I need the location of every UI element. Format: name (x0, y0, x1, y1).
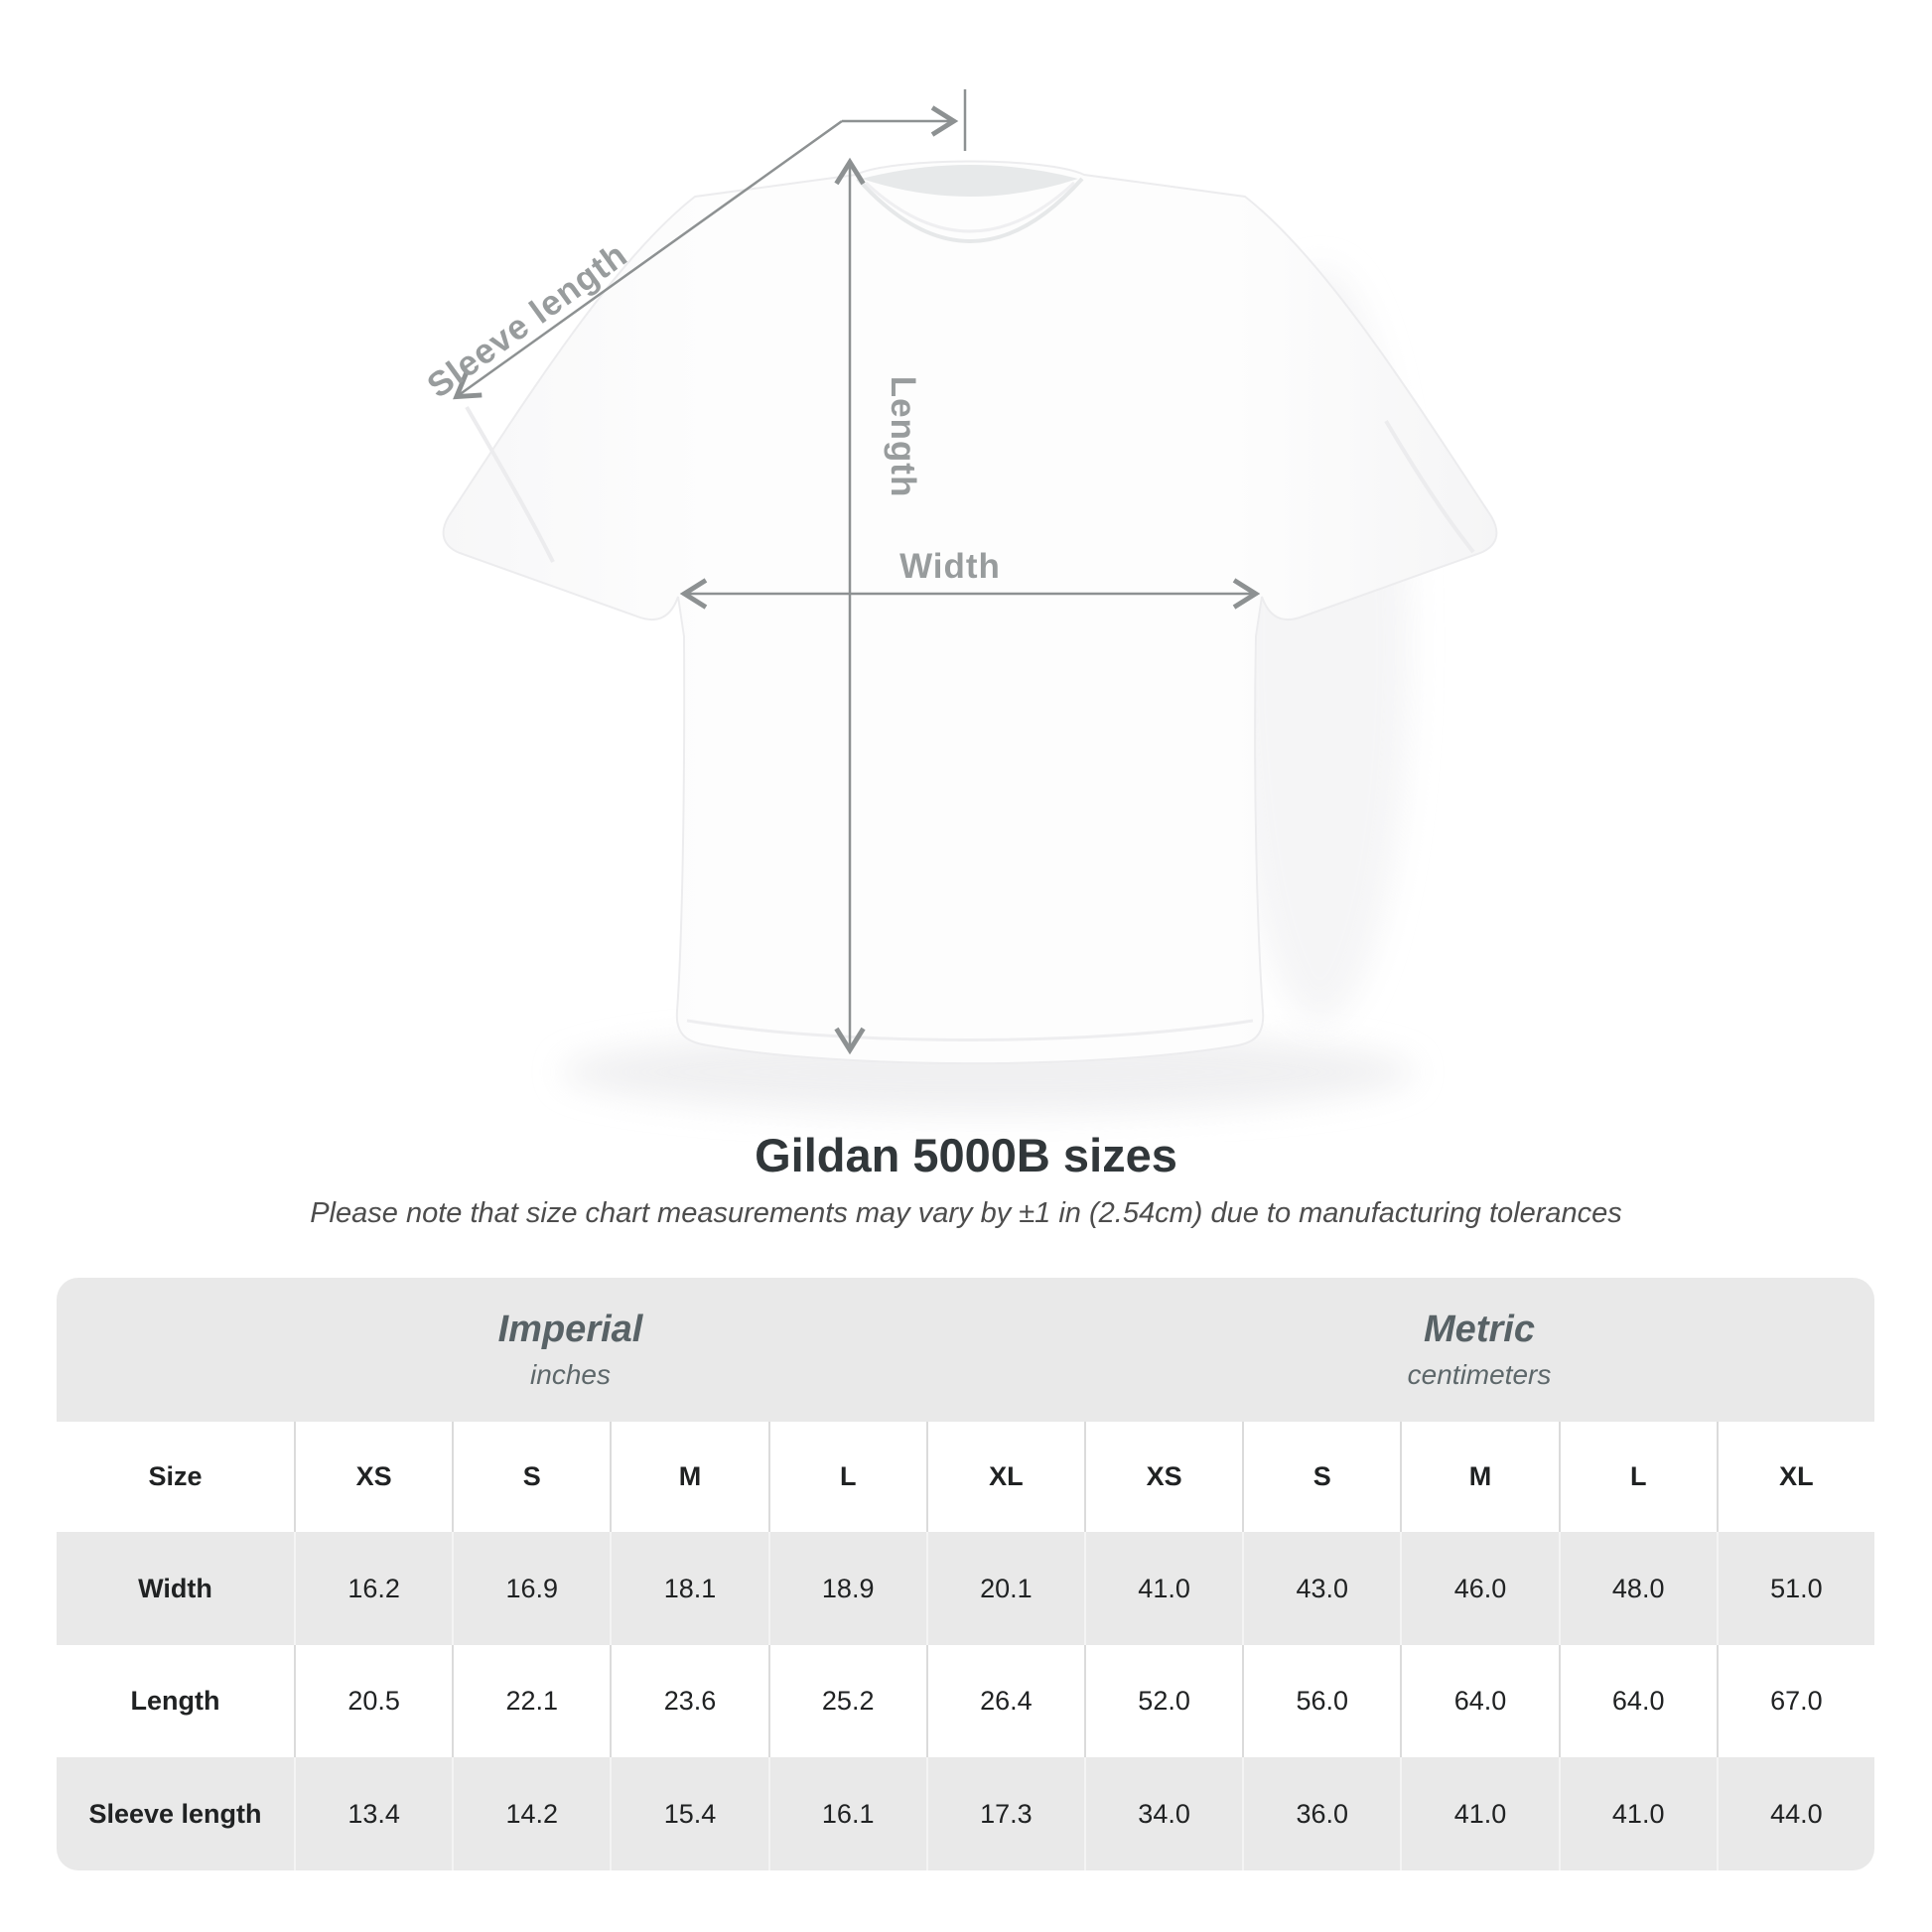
imperial-title: Imperial (497, 1309, 643, 1350)
col-metric-s: S (1242, 1422, 1400, 1532)
row-label: Length (130, 1686, 220, 1716)
collar-ribbing (856, 177, 1084, 243)
value-cell: 13.4 (294, 1757, 452, 1870)
value-cell: 18.9 (767, 1532, 926, 1645)
value-cell: 51.0 (1716, 1532, 1874, 1645)
col-metric-xs: XS (1083, 1422, 1242, 1532)
value-cell: 43.0 (1242, 1532, 1400, 1645)
unit-header-metric: Metric centimeters (1084, 1278, 1874, 1422)
page-title: Gildan 5000B sizes (755, 1129, 1177, 1181)
value-cell: 22.1 (452, 1645, 610, 1757)
tshirt-body (442, 160, 1498, 1065)
row-label: Sleeve length (88, 1798, 262, 1829)
col-imperial-s: S (452, 1422, 610, 1532)
value-cell: 46.0 (1400, 1532, 1558, 1645)
shirt-illustration: Sleeve length Length Width (420, 89, 1498, 1114)
value-cell: 18.1 (610, 1532, 767, 1645)
unit-header-imperial: Imperial inches (57, 1278, 1084, 1422)
col-metric-m: M (1400, 1422, 1558, 1532)
collar-seam (864, 181, 1076, 233)
value-cell: 64.0 (1400, 1645, 1558, 1757)
col-metric-l: L (1558, 1422, 1717, 1532)
value-cell: 14.2 (452, 1757, 610, 1870)
value-cell: 25.2 (767, 1645, 926, 1757)
col-imperial-l: L (767, 1422, 926, 1532)
shirt-diagram: Sleeve length Length Width (420, 89, 1498, 1114)
value-cell: 23.6 (610, 1645, 767, 1757)
left-sleeve-hem (465, 405, 555, 563)
value-cell: 56.0 (1242, 1645, 1400, 1757)
value-cell: 36.0 (1242, 1757, 1400, 1870)
value-cell: 52.0 (1083, 1645, 1242, 1757)
value-cell: 41.0 (1400, 1757, 1558, 1870)
corner-label: Size (148, 1461, 203, 1491)
right-sleeve-hem (1384, 419, 1475, 554)
col-imperial-m: M (610, 1422, 767, 1532)
size-header-row: Size XS S M L XL XS S M L XL (57, 1422, 1874, 1532)
value-cell: 16.9 (452, 1532, 610, 1645)
table-row-width: Width 16.2 16.9 18.1 18.9 20.1 41.0 43.0… (57, 1532, 1874, 1645)
metric-unit: centimeters (1407, 1359, 1552, 1390)
value-cell: 15.4 (610, 1757, 767, 1870)
value-cell: 44.0 (1716, 1757, 1874, 1870)
col-metric-xl: XL (1716, 1422, 1874, 1532)
value-cell: 67.0 (1716, 1645, 1874, 1757)
row-label: Width (138, 1573, 212, 1603)
value-cell: 41.0 (1558, 1757, 1717, 1870)
value-cell: 26.4 (925, 1645, 1084, 1757)
value-cell: 41.0 (1083, 1532, 1242, 1645)
col-imperial-xl: XL (925, 1422, 1084, 1532)
value-cell: 20.5 (294, 1645, 452, 1757)
tolerance-note: Please note that size chart measurements… (310, 1197, 1622, 1229)
length-label: Length (884, 376, 922, 498)
value-cell: 34.0 (1083, 1757, 1242, 1870)
size-table: Imperial inches Metric centimeters Size … (57, 1278, 1874, 1870)
table-row-sleeve-length: Sleeve length 13.4 14.2 15.4 16.1 17.3 3… (57, 1757, 1874, 1870)
metric-title: Metric (1424, 1309, 1535, 1350)
collar-opening (862, 165, 1078, 197)
value-cell: 17.3 (925, 1757, 1084, 1870)
imperial-unit: inches (530, 1359, 611, 1390)
bottom-hem-seam (686, 1019, 1254, 1041)
value-cell: 20.1 (925, 1532, 1084, 1645)
table-row-length: Length 20.5 22.1 23.6 25.2 26.4 52.0 56.… (57, 1645, 1874, 1757)
value-cell: 64.0 (1558, 1645, 1717, 1757)
col-imperial-xs: XS (294, 1422, 452, 1532)
value-cell: 16.2 (294, 1532, 452, 1645)
value-cell: 48.0 (1558, 1532, 1717, 1645)
sleeve-length-arrow (453, 89, 967, 400)
value-cell: 16.1 (767, 1757, 926, 1870)
width-label: Width (899, 547, 1001, 586)
unit-header-band: Imperial inches Metric centimeters (57, 1278, 1874, 1422)
